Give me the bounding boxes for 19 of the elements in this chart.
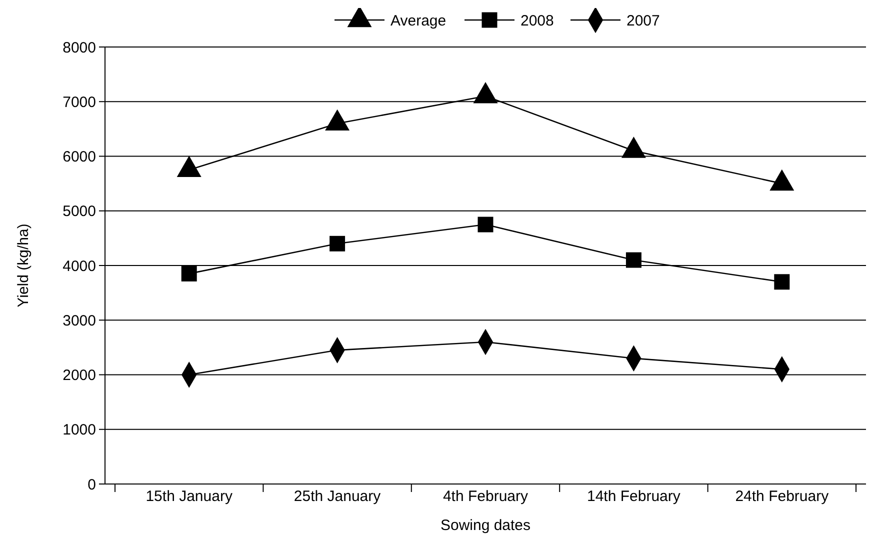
y-tick-label: 7000	[62, 94, 96, 111]
y-tick-label: 8000	[62, 39, 96, 56]
legend-label: Average	[390, 12, 446, 30]
y-tick-label: 1000	[62, 422, 96, 439]
x-tick-label: 15th January	[146, 488, 233, 505]
x-tick-label: 25th January	[294, 488, 382, 505]
legend-label: 2007	[626, 12, 660, 30]
y-tick-label: 4000	[62, 258, 96, 275]
y-tick-label: 3000	[62, 312, 96, 330]
x-tick-label: 14th February	[587, 488, 681, 505]
x-axis-title: Sowing dates	[440, 517, 531, 534]
x-tick-label: 24th February	[735, 488, 830, 505]
y-tick-label: 2000	[62, 367, 96, 384]
x-tick-label: 4th February	[442, 488, 529, 505]
y-tick-label: 6000	[62, 148, 96, 166]
y-axis-title: Yield (kg/ha)	[15, 224, 32, 308]
y-tick-label: 0	[88, 476, 96, 494]
y-tick-label: 5000	[62, 203, 96, 220]
legend-label: 2008	[520, 12, 554, 30]
